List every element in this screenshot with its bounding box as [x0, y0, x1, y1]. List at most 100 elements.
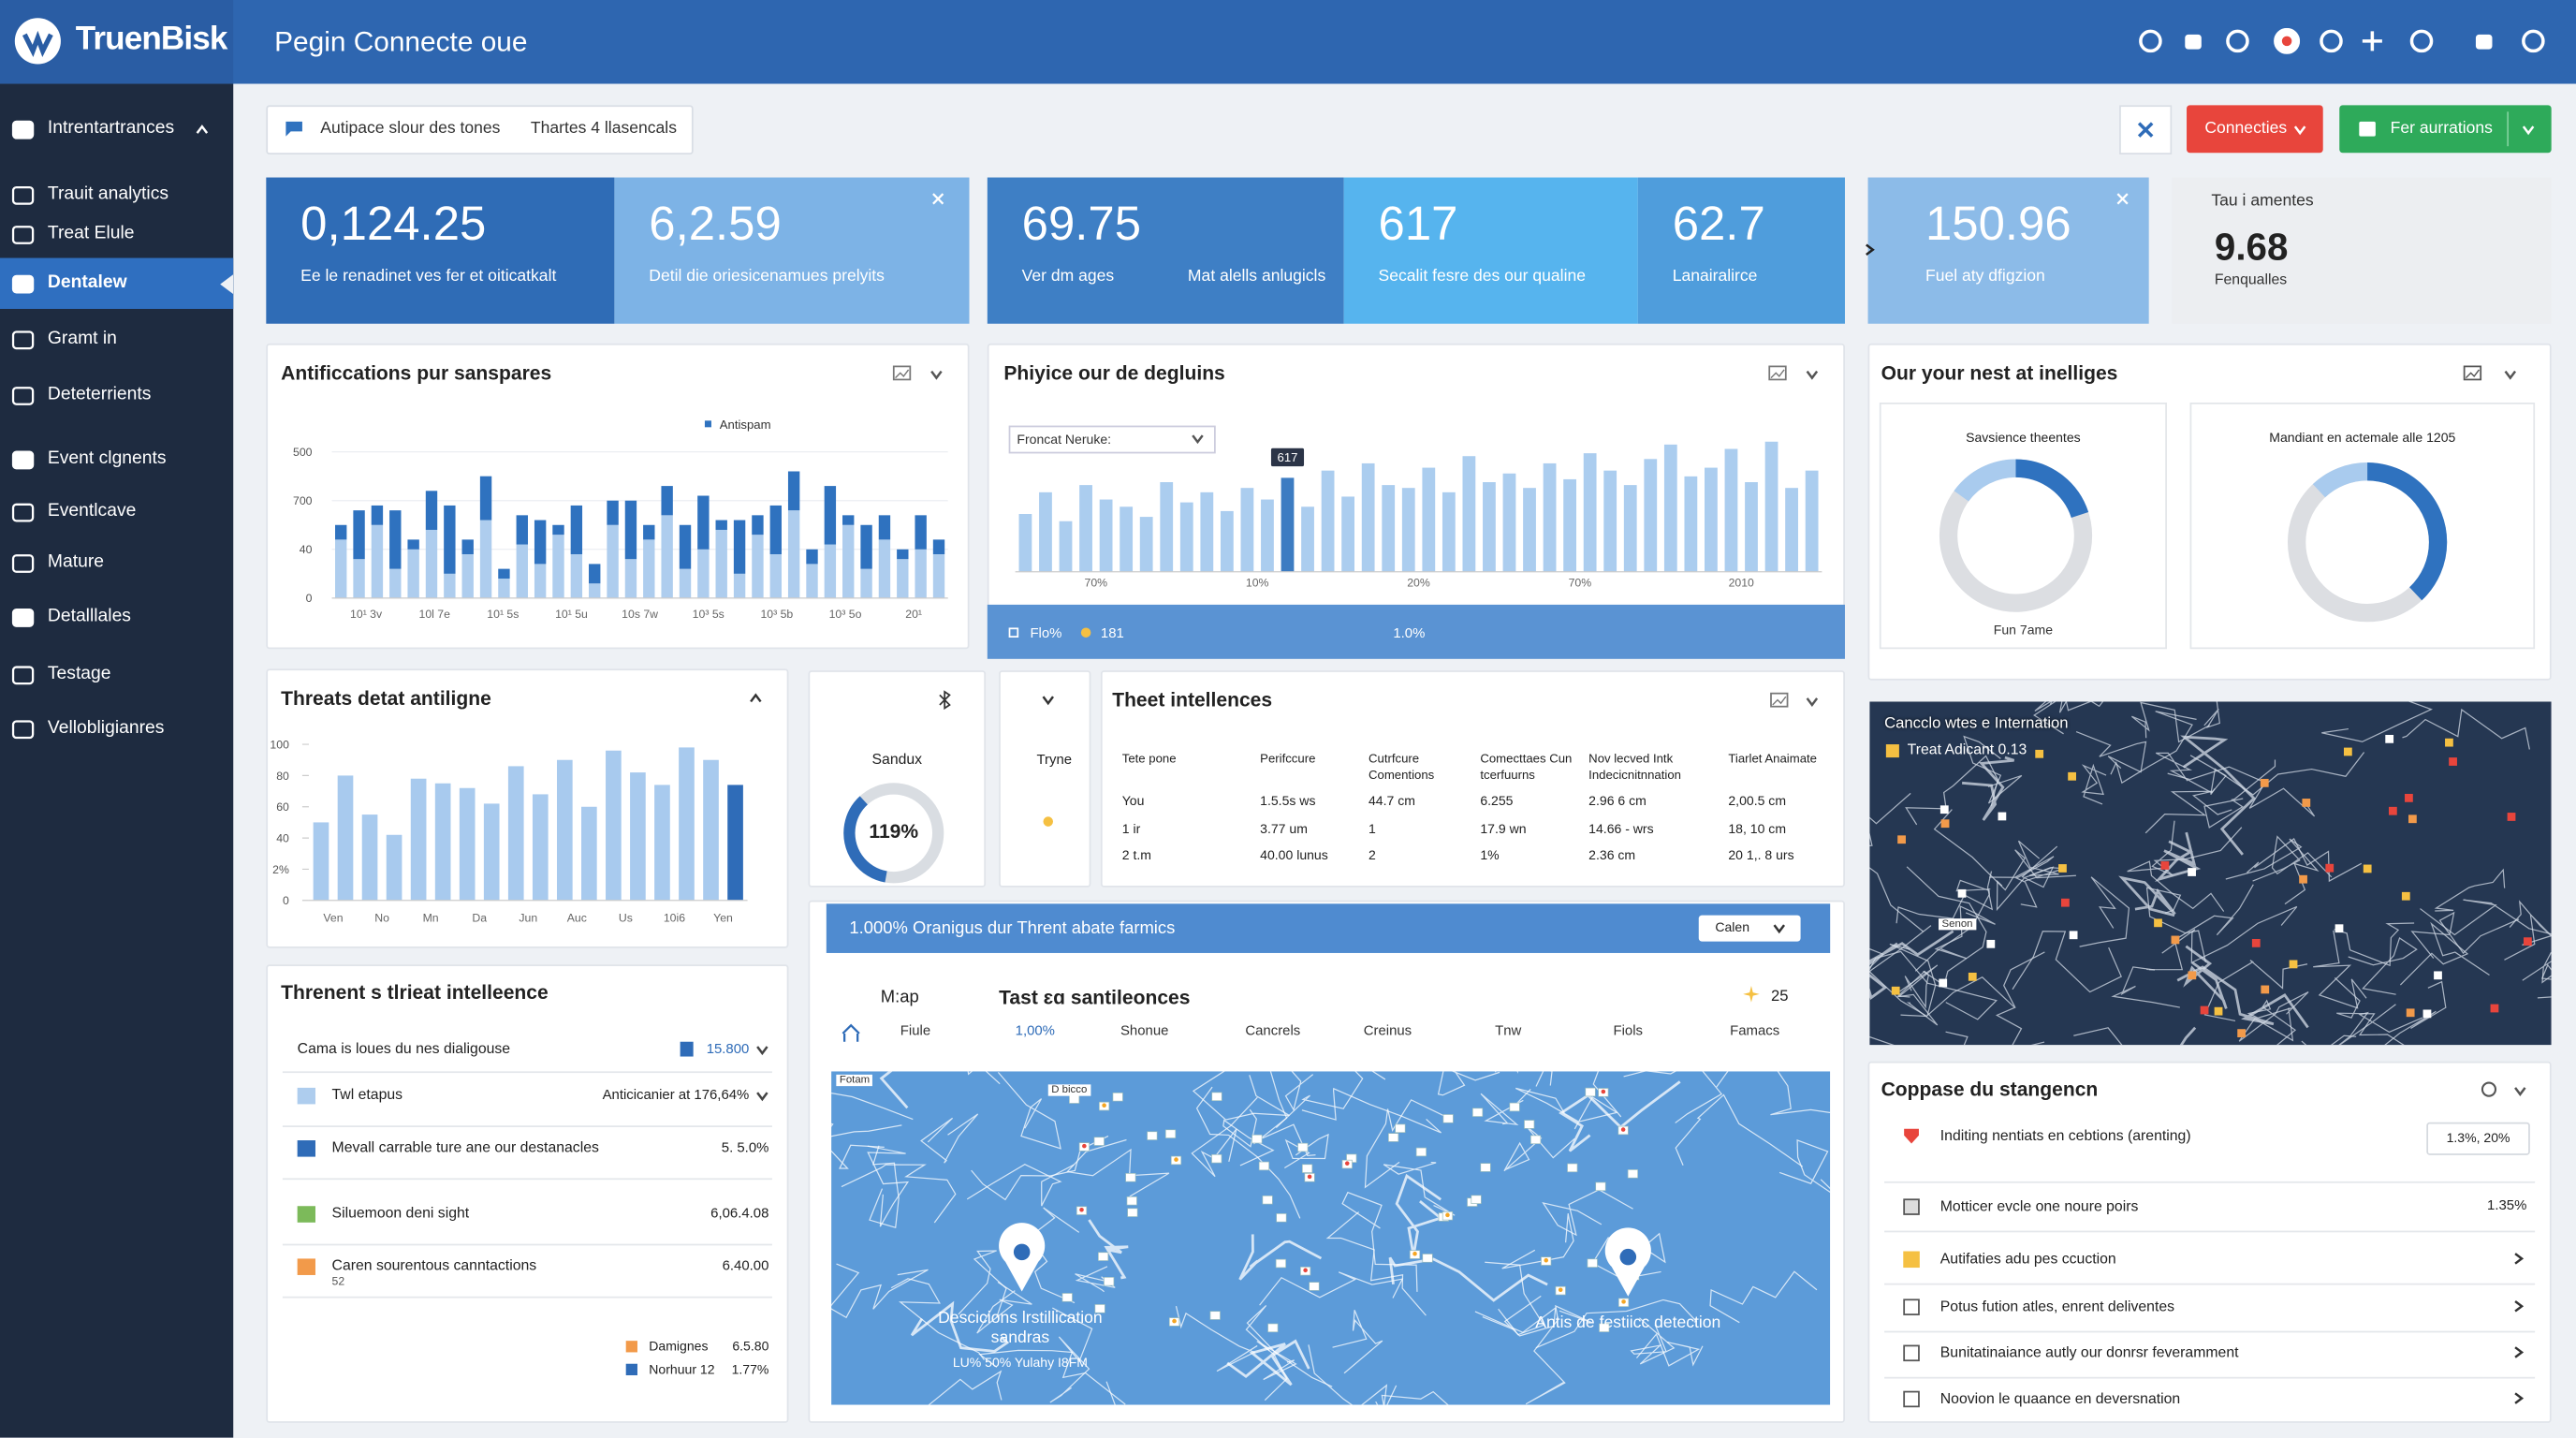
red-button[interactable] — [2187, 105, 2323, 154]
filter-select[interactable] — [1008, 425, 1216, 454]
bt — [939, 690, 951, 711]
chevron-icon — [2293, 125, 2306, 136]
map-road — [976, 1281, 1032, 1334]
lens — [2481, 1081, 2497, 1097]
legend-name: Damignes — [649, 1339, 709, 1355]
tab-item[interactable]: Famacs — [1730, 1021, 1780, 1039]
map-marker — [1251, 1134, 1263, 1144]
row-text[interactable]: Bunitatinaiance autly our donrsr feveram… — [1939, 1343, 2239, 1361]
map-road — [2504, 900, 2552, 961]
nav-item[interactable]: Deteterrients — [47, 384, 152, 404]
nav-item[interactable]: Gramt in — [47, 329, 117, 349]
x-tick-label: No — [374, 912, 389, 925]
row-text: Cama is loues du nes dialigouse — [297, 1039, 511, 1057]
header-icon[interactable] — [2408, 28, 2435, 54]
bar — [581, 806, 597, 901]
close-button[interactable] — [2119, 105, 2173, 154]
map-tag: Fotam — [836, 1074, 873, 1087]
bar — [787, 510, 800, 598]
map-road — [1623, 1071, 1723, 1123]
nav-item[interactable]: Dentalew — [47, 272, 127, 293]
tab-item[interactable]: Fiols — [1613, 1021, 1644, 1039]
chevron-icon — [196, 125, 209, 134]
row-text[interactable]: Noovion le quaance en deversnation — [1939, 1389, 2181, 1407]
bar — [1623, 485, 1637, 572]
map-marker — [2068, 771, 2076, 781]
map-road — [2301, 1034, 2357, 1046]
header-icon[interactable] — [2359, 28, 2385, 54]
banner-select[interactable] — [1698, 915, 1801, 942]
row-divider — [1884, 1181, 2536, 1183]
map-marker — [2289, 960, 2298, 969]
panel-icon — [1770, 692, 1789, 708]
active-item-bg — [0, 257, 234, 309]
nav-icon-shape — [11, 450, 35, 470]
header-icon[interactable] — [2137, 28, 2163, 54]
map-marker — [1275, 1258, 1287, 1269]
filter-select-label[interactable]: Froncat Neruke: — [1017, 432, 1112, 448]
nav-item[interactable]: Treat Elule — [47, 223, 135, 243]
tab-item[interactable]: Fiule — [900, 1021, 931, 1039]
tab-item[interactable]: Cancrels — [1245, 1021, 1301, 1039]
bar — [679, 524, 692, 569]
red-button-label[interactable]: Connecties — [2204, 120, 2288, 139]
nav-item[interactable]: Vellobligianres — [47, 717, 165, 739]
map-marker — [2507, 813, 2516, 821]
tab-label[interactable]: M:ap — [880, 987, 919, 1007]
map-road — [2149, 884, 2254, 971]
map-marker — [1986, 939, 1996, 948]
map-dot — [1082, 1143, 1087, 1149]
nav-item[interactable]: Testage — [47, 664, 111, 684]
kpi-label: Fuel aty dfigzion — [1925, 268, 2045, 286]
bar — [1240, 488, 1254, 572]
tab-item[interactable]: Creinus — [1363, 1021, 1412, 1039]
donut-segment — [1939, 459, 2093, 612]
map-road — [1341, 1191, 1418, 1292]
chevron — [750, 693, 762, 703]
nav-item[interactable]: Trauit analytics — [47, 183, 169, 204]
row-text[interactable]: Autifaties adu pes ccuction — [1939, 1250, 2116, 1268]
map-road — [1066, 1138, 1170, 1197]
bar — [1724, 448, 1738, 572]
tab-item[interactable]: Tnw — [1495, 1021, 1522, 1039]
banner-select-label[interactable]: Calen — [1715, 919, 1750, 935]
donut-caption: Fun 7ame — [1993, 623, 2054, 638]
filter-box[interactable] — [266, 105, 694, 154]
map-road — [2075, 730, 2147, 773]
legend-label: Antispam — [720, 418, 771, 432]
bar — [1382, 485, 1396, 572]
table-cell: 14.66 - wrs — [1588, 820, 1654, 836]
map-marker — [2422, 1009, 2432, 1019]
green-button-label[interactable]: Fer aurrations — [2390, 120, 2493, 139]
nav-item[interactable]: Mature — [47, 551, 105, 572]
legend-swatch — [625, 1341, 637, 1353]
row-text[interactable]: Inditing nentiats en cebtions (arenting) — [1939, 1126, 2191, 1144]
map-marker — [2385, 734, 2394, 743]
header-icon[interactable] — [2471, 28, 2497, 54]
tab-item[interactable]: 1,00% — [1015, 1021, 1055, 1039]
row-divider — [1884, 1283, 2536, 1285]
nav-item[interactable]: Intrentartrances — [47, 118, 175, 139]
donut-segment — [1939, 459, 2093, 612]
header-icon[interactable] — [2274, 27, 2301, 54]
row-text[interactable]: Potus fution atles, enrent deliventes — [1939, 1298, 2175, 1315]
nav-item[interactable]: Eventlcave — [47, 501, 137, 521]
nav-item[interactable]: Detalllales — [47, 606, 131, 626]
nav-item[interactable]: Event clgnents — [47, 448, 167, 469]
bar — [483, 803, 500, 901]
map-road — [2131, 701, 2210, 743]
header-icon[interactable] — [2520, 28, 2546, 54]
map-marker — [1480, 1163, 1491, 1172]
header-icon[interactable] — [2224, 28, 2250, 54]
header-icon[interactable] — [2180, 28, 2206, 54]
row-value: 6,06.4.08 — [710, 1204, 769, 1222]
map-marker — [1097, 1252, 1109, 1261]
chevron — [1806, 697, 1819, 707]
header-icon[interactable] — [2318, 28, 2344, 54]
row-text[interactable]: Motticer evcle one noure poirs — [1939, 1197, 2139, 1215]
footer-text: 1.0% — [1393, 624, 1426, 641]
region-map — [1869, 701, 2552, 1046]
tab-item[interactable]: Shonue — [1120, 1021, 1169, 1039]
table-cell: 3.77 um — [1260, 820, 1308, 836]
